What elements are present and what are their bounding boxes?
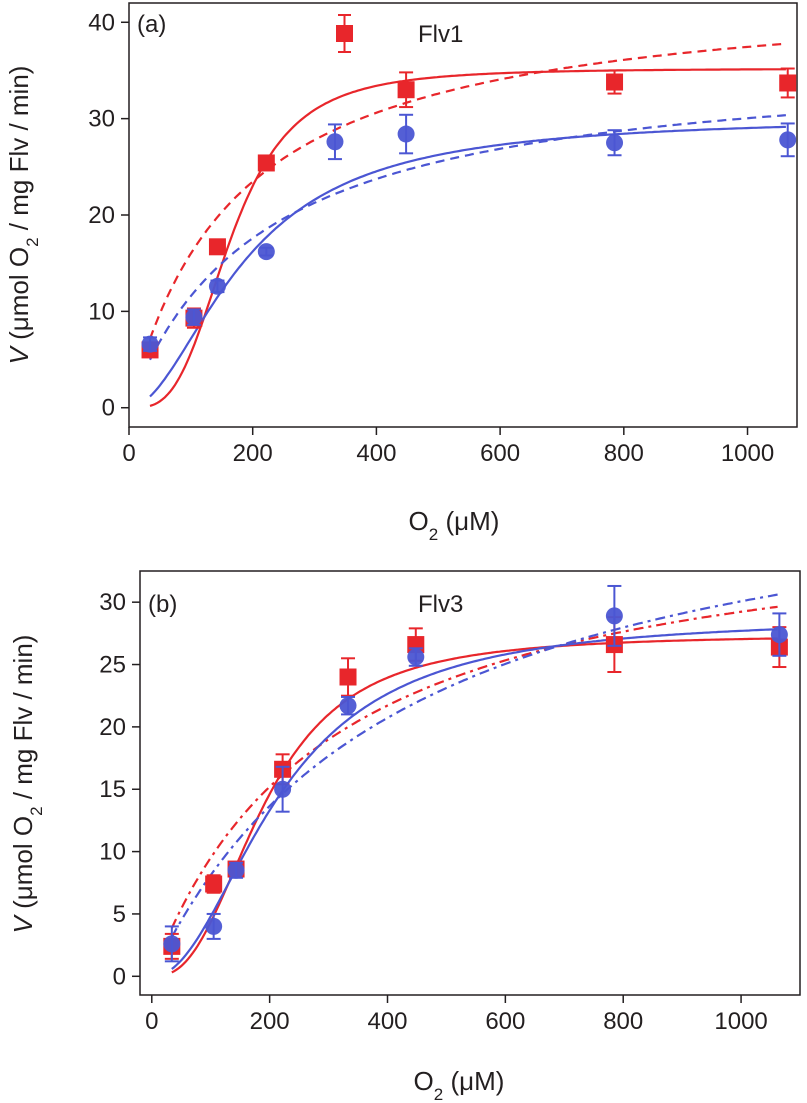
x-tick-label: 400 (367, 1008, 407, 1035)
panel-b: 0 200 400 600 800 1000 0 5 10 15 20 25 30 (b) Flv3 V… (8, 570, 801, 1103)
data-point-square (606, 73, 624, 91)
data-point-square (397, 81, 415, 99)
data-point-circle (208, 277, 226, 295)
fit-solid-curve (171, 637, 778, 974)
panel-a-y-title-sub: 2 (23, 237, 42, 246)
panel-b-x-title-sub: 2 (434, 1085, 443, 1103)
panel-a-label: (a) (137, 11, 166, 38)
panel-b-label: (b) (148, 591, 177, 618)
panel-a-y-title-rest: / mg Flv / min) (4, 66, 34, 238)
data-point-circle (205, 917, 223, 935)
data-point-circle (407, 648, 425, 666)
panel-a-fit-curves (148, 42, 786, 407)
panel-b-fit-curves (170, 593, 778, 974)
panel-a-x-title-rest: (μM) (438, 506, 499, 536)
y-tick-label: 0 (113, 963, 126, 990)
data-point-square (339, 668, 357, 686)
x-tick-label: 1000 (721, 440, 774, 467)
data-point-square (257, 154, 275, 172)
panel-a-y-title-main: (μmol O (4, 247, 34, 347)
x-tick-label: 800 (603, 1008, 643, 1035)
fit-dashdot-curve (170, 593, 778, 938)
panel-a-y-title-italic: V (4, 344, 34, 364)
data-point-circle (163, 935, 181, 953)
fit-dashdot-curve (170, 605, 778, 929)
data-point-circle (339, 697, 357, 715)
fit-dashed-curve (149, 114, 786, 361)
panel-b-x-axis-title: O2 (μM) (414, 1066, 505, 1103)
y-tick-label: 40 (88, 9, 115, 36)
x-tick-label: 0 (145, 1008, 158, 1035)
panel-a-ticks: 0 200 400 600 800 1000 0 10 20 30 40 (88, 9, 774, 467)
data-point-circle (326, 133, 344, 151)
data-point-circle (779, 131, 797, 149)
panel-b-y-axis-title: V (μmol O2 / mg Flv / min) (8, 635, 46, 934)
panel-a-y-axis-title: V (μmol O2 / mg Flv / min) (4, 66, 42, 365)
fit-solid-curve (149, 68, 786, 407)
data-point-circle (185, 308, 203, 326)
panel-b-data-points (163, 584, 788, 963)
x-tick-label: 800 (604, 440, 644, 467)
panel-b-y-title-italic: V (8, 913, 38, 933)
x-tick-label: 600 (485, 1008, 525, 1035)
data-point-circle (606, 134, 624, 152)
panel-b-y-title-rest: / mg Flv / min) (8, 635, 38, 807)
data-point-circle (141, 335, 159, 353)
x-tick-label: 600 (480, 440, 520, 467)
fit-solid-curve (149, 125, 786, 398)
y-tick-label: 15 (99, 776, 126, 803)
data-point-circle (257, 243, 275, 261)
y-tick-label: 25 (99, 652, 126, 679)
panel-a: 0 200 400 600 800 1000 0 10 20 30 40 (a) Flv1 V (μ… (4, 2, 798, 544)
y-tick-label: 30 (88, 106, 115, 133)
fit-solid-curve (171, 628, 778, 970)
panel-a-data-points (141, 67, 797, 359)
panel-a-frame (128, 2, 798, 428)
x-tick-label: 1000 (714, 1008, 767, 1035)
data-point-square (205, 875, 223, 893)
data-point-circle (274, 780, 292, 798)
panel-a-x-axis-title: O2 (μM) (409, 506, 500, 544)
y-tick-label: 10 (99, 839, 126, 866)
x-tick-label: 0 (122, 440, 135, 467)
y-tick-label: 20 (88, 202, 115, 229)
panel-b-frame (139, 570, 801, 996)
data-point-circle (770, 626, 788, 644)
fit-dashed-curve (148, 42, 786, 340)
y-tick-label: 30 (99, 589, 126, 616)
x-tick-label: 200 (233, 440, 273, 467)
x-tick-label: 200 (250, 1008, 290, 1035)
panel-b-ticks: 0 200 400 600 800 1000 0 5 10 15 20 25 30 (99, 589, 767, 1035)
panel-a-x-title-sub: 2 (429, 525, 438, 544)
panel-a-legend-label: Flv1 (418, 21, 463, 48)
panel-a-x-title-main: O (409, 506, 429, 536)
data-point-circle (397, 125, 415, 143)
y-tick-label: 10 (88, 298, 115, 325)
data-point-square (779, 74, 797, 92)
data-point-square (208, 238, 226, 256)
panel-b-y-title-main: (μmol O (8, 816, 38, 916)
data-point-circle (227, 861, 245, 879)
panel-b-title: Flv3 (418, 591, 463, 618)
panel-b-y-title-sub: 2 (27, 806, 46, 815)
panel-b-x-title-rest: (μM) (443, 1066, 504, 1096)
panel-b-x-title-main: O (414, 1066, 434, 1096)
data-point-circle (605, 607, 623, 625)
y-tick-label: 0 (102, 395, 115, 422)
x-tick-label: 400 (356, 440, 396, 467)
y-tick-label: 5 (113, 901, 126, 928)
y-tick-label: 20 (99, 714, 126, 741)
